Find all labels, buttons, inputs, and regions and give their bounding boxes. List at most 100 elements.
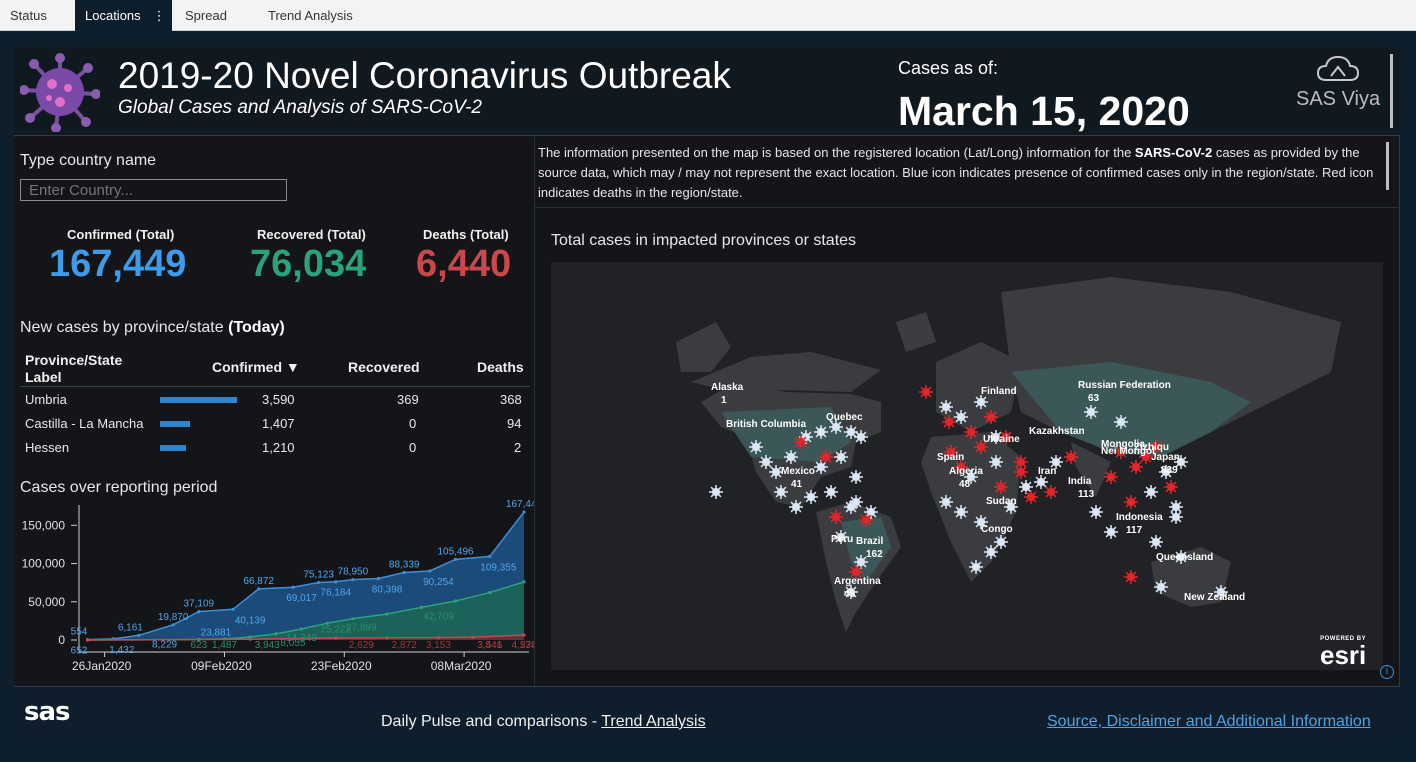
- death-marker-icon[interactable]: [1024, 490, 1038, 504]
- confirmed-marker-icon[interactable]: [939, 495, 953, 509]
- tab-spread[interactable]: Spread: [175, 0, 237, 31]
- death-marker-icon[interactable]: [954, 460, 968, 474]
- column-header-deaths[interactable]: Deaths: [477, 359, 524, 375]
- header-scrollbar[interactable]: [1390, 54, 1393, 128]
- cases-chart[interactable]: 0 50,000 100,000 150,000 26Jan2020 09Feb2020 2…: [14, 500, 534, 685]
- tab-status[interactable]: Status: [0, 0, 57, 31]
- confirmed-marker-icon[interactable]: [749, 440, 763, 454]
- column-header-recovered[interactable]: Recovered: [348, 359, 420, 375]
- confirmed-marker-icon[interactable]: [1149, 535, 1163, 549]
- death-marker-icon[interactable]: [849, 565, 863, 579]
- confirmed-marker-icon[interactable]: [774, 485, 788, 499]
- death-marker-icon[interactable]: [942, 415, 956, 429]
- death-marker-icon[interactable]: [829, 510, 843, 524]
- death-marker-icon[interactable]: [994, 480, 1008, 494]
- data-point: [488, 590, 492, 595]
- confirmed-marker-icon[interactable]: [824, 485, 838, 499]
- confirmed-marker-icon[interactable]: [964, 470, 978, 484]
- source-disclaimer-link[interactable]: Source, Disclaimer and Additional Inform…: [1047, 713, 1371, 730]
- death-marker-icon[interactable]: [1014, 455, 1028, 469]
- confirmed-marker-icon[interactable]: [1169, 510, 1183, 524]
- confirmed-marker-icon[interactable]: [1049, 455, 1063, 469]
- death-marker-icon[interactable]: [1124, 570, 1138, 584]
- confirmed-marker-icon[interactable]: [759, 455, 773, 469]
- confirmed-marker-icon[interactable]: [769, 465, 783, 479]
- death-marker-icon[interactable]: [984, 410, 998, 424]
- confirmed-marker-icon[interactable]: [789, 500, 803, 514]
- confirmed-marker-icon[interactable]: [814, 460, 828, 474]
- confirmed-marker-icon[interactable]: [974, 515, 988, 529]
- death-marker-icon[interactable]: [819, 450, 833, 464]
- confirmed-marker-icon[interactable]: [844, 585, 858, 599]
- area-recovered: [87, 581, 525, 640]
- confirmed-marker-icon[interactable]: [1154, 580, 1168, 594]
- death-marker-icon[interactable]: [1149, 440, 1163, 454]
- confirmed-marker-icon[interactable]: [834, 450, 848, 464]
- confirmed-marker-icon[interactable]: [844, 425, 858, 439]
- death-marker-icon[interactable]: [1064, 450, 1078, 464]
- death-marker-icon[interactable]: [1104, 470, 1118, 484]
- confirmed-marker-icon[interactable]: [939, 400, 953, 414]
- confirmed-marker-icon[interactable]: [954, 505, 968, 519]
- confirmed-marker-icon[interactable]: [849, 495, 863, 509]
- data-label: 14,349: [286, 633, 317, 644]
- confirmed-marker-icon[interactable]: [969, 560, 983, 574]
- confirmed-marker-icon[interactable]: [784, 450, 798, 464]
- confirmed-marker-icon[interactable]: [974, 395, 988, 409]
- death-marker-icon[interactable]: [944, 445, 958, 459]
- death-marker-icon[interactable]: [1044, 485, 1058, 499]
- column-header-province[interactable]: Province/State Label: [25, 352, 123, 385]
- confirmed-marker-icon[interactable]: [1104, 525, 1118, 539]
- confirmed-marker-icon[interactable]: [954, 410, 968, 424]
- map-region-label: Quebec: [826, 412, 863, 423]
- data-label: 1,432: [109, 645, 134, 656]
- column-header-confirmed[interactable]: Confirmed ▼: [212, 359, 300, 375]
- sas-viya-logo: SAS Viya: [1296, 88, 1381, 110]
- tab-trend-analysis[interactable]: Trend Analysis: [258, 0, 363, 31]
- death-marker-icon[interactable]: [1114, 445, 1128, 459]
- death-marker-icon[interactable]: [919, 385, 933, 399]
- death-marker-icon[interactable]: [1164, 480, 1178, 494]
- death-marker-icon[interactable]: [1129, 460, 1143, 474]
- country-search-input[interactable]: [20, 179, 287, 201]
- confirmed-marker-icon[interactable]: [1159, 465, 1173, 479]
- info-scrollbar[interactable]: [1386, 142, 1389, 190]
- world-map[interactable]: Alaska 1 British Columbia Quebec Mexico 41 Per…: [551, 262, 1383, 670]
- confirmed-marker-icon[interactable]: [709, 485, 723, 499]
- confirmed-marker-icon[interactable]: [1114, 415, 1128, 429]
- confirmed-marker-icon[interactable]: [994, 535, 1008, 549]
- death-marker-icon[interactable]: [1014, 465, 1028, 479]
- tab-locations[interactable]: Locations ⋮: [75, 0, 172, 31]
- confirmed-marker-icon[interactable]: [1034, 475, 1048, 489]
- trend-analysis-link[interactable]: Trend Analysis: [601, 713, 706, 730]
- death-marker-icon[interactable]: [794, 435, 808, 449]
- confirmed-marker-icon[interactable]: [989, 455, 1003, 469]
- confirmed-marker-icon[interactable]: [1144, 485, 1158, 499]
- death-marker-icon[interactable]: [974, 440, 988, 454]
- confirmed-marker-icon[interactable]: [1084, 405, 1098, 419]
- confirmed-marker-icon[interactable]: [804, 490, 818, 504]
- data-label: 109,355: [480, 562, 517, 573]
- confirmed-marker-icon[interactable]: [984, 545, 998, 559]
- data-label: 2,872: [392, 640, 417, 651]
- info-icon[interactable]: i: [1380, 665, 1394, 679]
- confirmed-marker-icon[interactable]: [1174, 550, 1188, 564]
- death-marker-icon[interactable]: [1139, 450, 1153, 464]
- death-marker-icon[interactable]: [999, 430, 1013, 444]
- death-marker-icon[interactable]: [859, 513, 873, 527]
- confirmed-marker-icon[interactable]: [829, 420, 843, 434]
- confirmed-marker-icon[interactable]: [1174, 455, 1188, 469]
- confirmed-marker-icon[interactable]: [1214, 585, 1228, 599]
- confirmed-marker-icon[interactable]: [854, 430, 868, 444]
- confirmed-marker-icon[interactable]: [1089, 505, 1103, 519]
- confirmed-marker-icon[interactable]: [1169, 500, 1183, 514]
- confirmed-marker-icon[interactable]: [849, 470, 863, 484]
- death-marker-icon[interactable]: [964, 425, 978, 439]
- confirmed-marker-icon[interactable]: [834, 530, 848, 544]
- confirmed-marker-icon[interactable]: [814, 425, 828, 439]
- data-point: [291, 585, 295, 589]
- confirmed-marker-icon[interactable]: [1004, 500, 1018, 514]
- death-marker-icon[interactable]: [1124, 495, 1138, 509]
- more-options-icon[interactable]: ⋮: [152, 8, 166, 23]
- confirmed-marker-icon[interactable]: [989, 430, 1003, 444]
